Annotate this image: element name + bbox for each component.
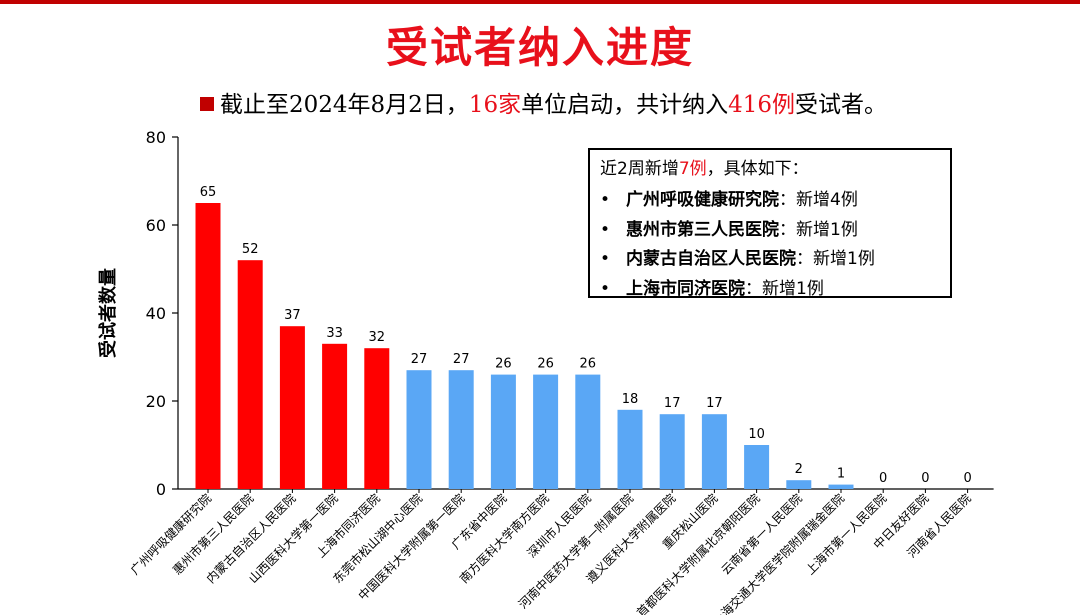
recent-additions-list: • 广州呼吸健康研究院：新增4例 • 惠州市第三人民医院：新增1例 • 内蒙古自治区人… <box>600 186 940 304</box>
bar-value-label: 33 <box>326 326 343 341</box>
summary-sites: 16家 <box>468 92 522 118</box>
bullet-icon: • <box>600 249 611 269</box>
bullet-icon: • <box>600 219 611 240</box>
list-item: • 广州呼吸健康研究院：新增4例 <box>600 186 940 216</box>
separator: ： <box>779 190 796 210</box>
x-category-label: 上海市第一人民医院 <box>802 491 889 578</box>
bar <box>575 374 601 489</box>
bullet-icon: • <box>600 190 611 210</box>
bar-value-label: 10 <box>748 427 765 442</box>
bar <box>617 409 643 489</box>
bar-value-label: 0 <box>921 471 929 486</box>
bar <box>490 374 516 489</box>
bar <box>659 414 685 489</box>
bar-value-label: 32 <box>369 330 386 345</box>
bar <box>828 484 854 489</box>
bar-value-label: 27 <box>411 352 428 367</box>
y-tick-label: 0 <box>156 480 166 499</box>
bar <box>744 445 770 489</box>
bar <box>322 343 348 489</box>
x-category-label: 惠州市第三人民医院 <box>169 491 256 578</box>
bar-value-label: 2 <box>795 462 803 477</box>
page-title: 受试者纳入进度 <box>385 23 694 72</box>
bar <box>448 370 474 489</box>
separator: ： <box>779 219 796 240</box>
y-tick-label: 80 <box>146 128 166 147</box>
bar-value-label: 17 <box>706 396 723 411</box>
square-bullet-icon <box>200 97 214 111</box>
separator: ： <box>745 278 762 299</box>
separator: ： <box>796 249 813 269</box>
bar-value-label: 0 <box>963 471 971 486</box>
bar <box>786 480 812 489</box>
bar-value-label: 65 <box>200 185 217 200</box>
x-category-label: 广州呼吸健康研究院 <box>127 491 214 578</box>
list-item: • 惠州市第三人民医院：新增1例 <box>600 216 940 246</box>
summary-prefix: 截止至2024年8月2日， <box>220 92 469 118</box>
y-tick-label: 40 <box>146 304 166 323</box>
recent-additions-heading: 近2周新增7例，具体如下： <box>600 156 940 182</box>
bar <box>406 370 432 489</box>
list-item: • 上海市同济医院：新增1例 <box>600 275 940 305</box>
bar <box>533 374 559 489</box>
bar <box>701 414 727 489</box>
hospital-name: 上海市同济医院 <box>626 278 745 299</box>
heading-suffix: ，具体如下： <box>706 159 809 179</box>
bar <box>195 203 221 489</box>
hospital-name: 内蒙古自治区人民医院 <box>626 249 796 269</box>
bar <box>279 326 305 489</box>
addition-detail: 新增1例 <box>762 278 824 299</box>
bar-value-label: 1 <box>837 467 845 482</box>
bar-value-label: 18 <box>622 392 639 407</box>
y-axis-title: 受试者数量 <box>97 268 119 358</box>
bar-value-label: 52 <box>242 242 259 257</box>
addition-detail: 新增4例 <box>796 190 858 210</box>
summary-total: 416例 <box>728 92 795 118</box>
list-item: • 内蒙古自治区人民医院：新增1例 <box>600 245 940 275</box>
bar-value-label: 0 <box>879 471 887 486</box>
bar-value-label: 26 <box>537 357 554 372</box>
bar <box>237 260 263 489</box>
summary-suffix: 受试者。 <box>795 92 887 118</box>
x-category-label: 云南省第一人民医院 <box>718 491 805 578</box>
hospital-name: 惠州市第三人民医院 <box>626 219 779 240</box>
bar-value-label: 26 <box>495 357 512 372</box>
heading-prefix: 近2周新增 <box>600 159 679 179</box>
bar-value-label: 17 <box>664 396 681 411</box>
y-tick-label: 20 <box>146 392 166 411</box>
heading-count: 7例 <box>678 159 707 179</box>
y-tick-label: 60 <box>146 216 166 235</box>
top-accent-bar <box>0 0 1080 4</box>
summary-line: 截止至2024年8月2日，16家单位启动，共计纳入416例受试者。 <box>200 87 887 123</box>
bar <box>364 348 390 489</box>
bullet-icon: • <box>600 278 611 299</box>
bar-value-label: 26 <box>580 357 597 372</box>
hospital-name: 广州呼吸健康研究院 <box>626 190 779 210</box>
addition-detail: 新增1例 <box>813 249 875 269</box>
addition-detail: 新增1例 <box>796 219 858 240</box>
bar-value-label: 37 <box>284 308 301 323</box>
summary-middle: 单位启动，共计纳入 <box>521 92 729 118</box>
bar-value-label: 27 <box>453 352 470 367</box>
recent-additions-box: 近2周新增7例，具体如下： • 广州呼吸健康研究院：新增4例 • 惠州市第三人民医院… <box>588 148 952 299</box>
